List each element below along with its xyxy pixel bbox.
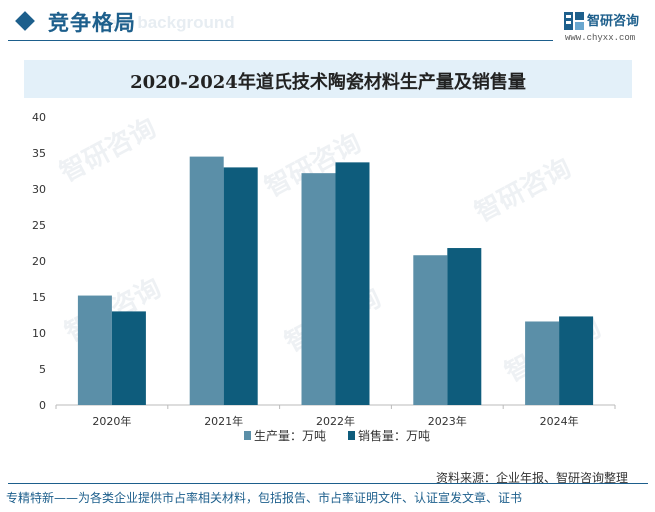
bar-sales — [447, 248, 482, 405]
x-tick-label: 2020年 — [92, 414, 131, 428]
bar-sales — [111, 311, 146, 405]
legend-label: 生产量：万吨 — [254, 429, 326, 443]
bar-production — [77, 295, 112, 405]
chart-title-band: 2020-2024年道氏技术陶瓷材料生产量及销售量 — [24, 60, 632, 98]
bar-production — [189, 156, 224, 405]
header-divider — [8, 40, 553, 41]
page-title: 竞争格局 — [48, 11, 136, 35]
bar-chart: 0 5 10 15 20 25 30 35 40 2020年 2021年 2022年 2023年 2024… — [32, 111, 616, 443]
x-tick-label: 2021年 — [204, 414, 243, 428]
legend-label: 销售量：万吨 — [358, 428, 430, 443]
y-tick-label: 40 — [32, 111, 46, 124]
x-tick-label: 2022年 — [316, 414, 355, 428]
bar-sales — [223, 167, 258, 405]
bar-production — [525, 321, 560, 405]
x-tick-label: 2024年 — [540, 414, 579, 428]
y-tick-label: 5 — [39, 363, 46, 376]
chart-title: 2020-2024年道氏技术陶瓷材料生产量及销售量 — [130, 72, 526, 93]
legend-swatch — [348, 431, 355, 440]
y-tick-label: 35 — [32, 147, 46, 160]
header: ment background 竞争格局 智研咨询 www.chyxx.com — [0, 0, 655, 46]
bar-sales — [559, 316, 594, 405]
y-tick-label: 20 — [32, 255, 46, 268]
bar-sales — [335, 162, 370, 405]
header-ghost-text: ment background — [92, 13, 235, 32]
y-tick-label: 15 — [32, 291, 46, 304]
legend-swatch — [244, 431, 251, 440]
bar-production — [413, 255, 448, 405]
y-tick-label: 25 — [32, 219, 46, 232]
brand-name: 智研咨询 — [587, 14, 640, 29]
y-tick-label: 10 — [32, 327, 46, 340]
brand-logo: 智研咨询 www.chyxx.com — [563, 9, 653, 45]
footer-divider — [8, 483, 648, 484]
y-tick-label: 30 — [32, 183, 46, 196]
brand-url: www.chyxx.com — [565, 33, 636, 43]
x-tick-label: 2023年 — [428, 414, 467, 428]
source-note: 资料来源：企业年报、智研咨询整理 — [436, 471, 629, 485]
diamond-icon — [15, 11, 35, 31]
bar-production — [301, 173, 336, 405]
footer-text: 专精特新——为各类企业提供市占率相关材料，包括报告、市占率证明文件、认证宣发文章… — [6, 491, 523, 505]
chyxx-logo-icon — [564, 12, 584, 30]
y-tick-label: 0 — [39, 399, 46, 412]
